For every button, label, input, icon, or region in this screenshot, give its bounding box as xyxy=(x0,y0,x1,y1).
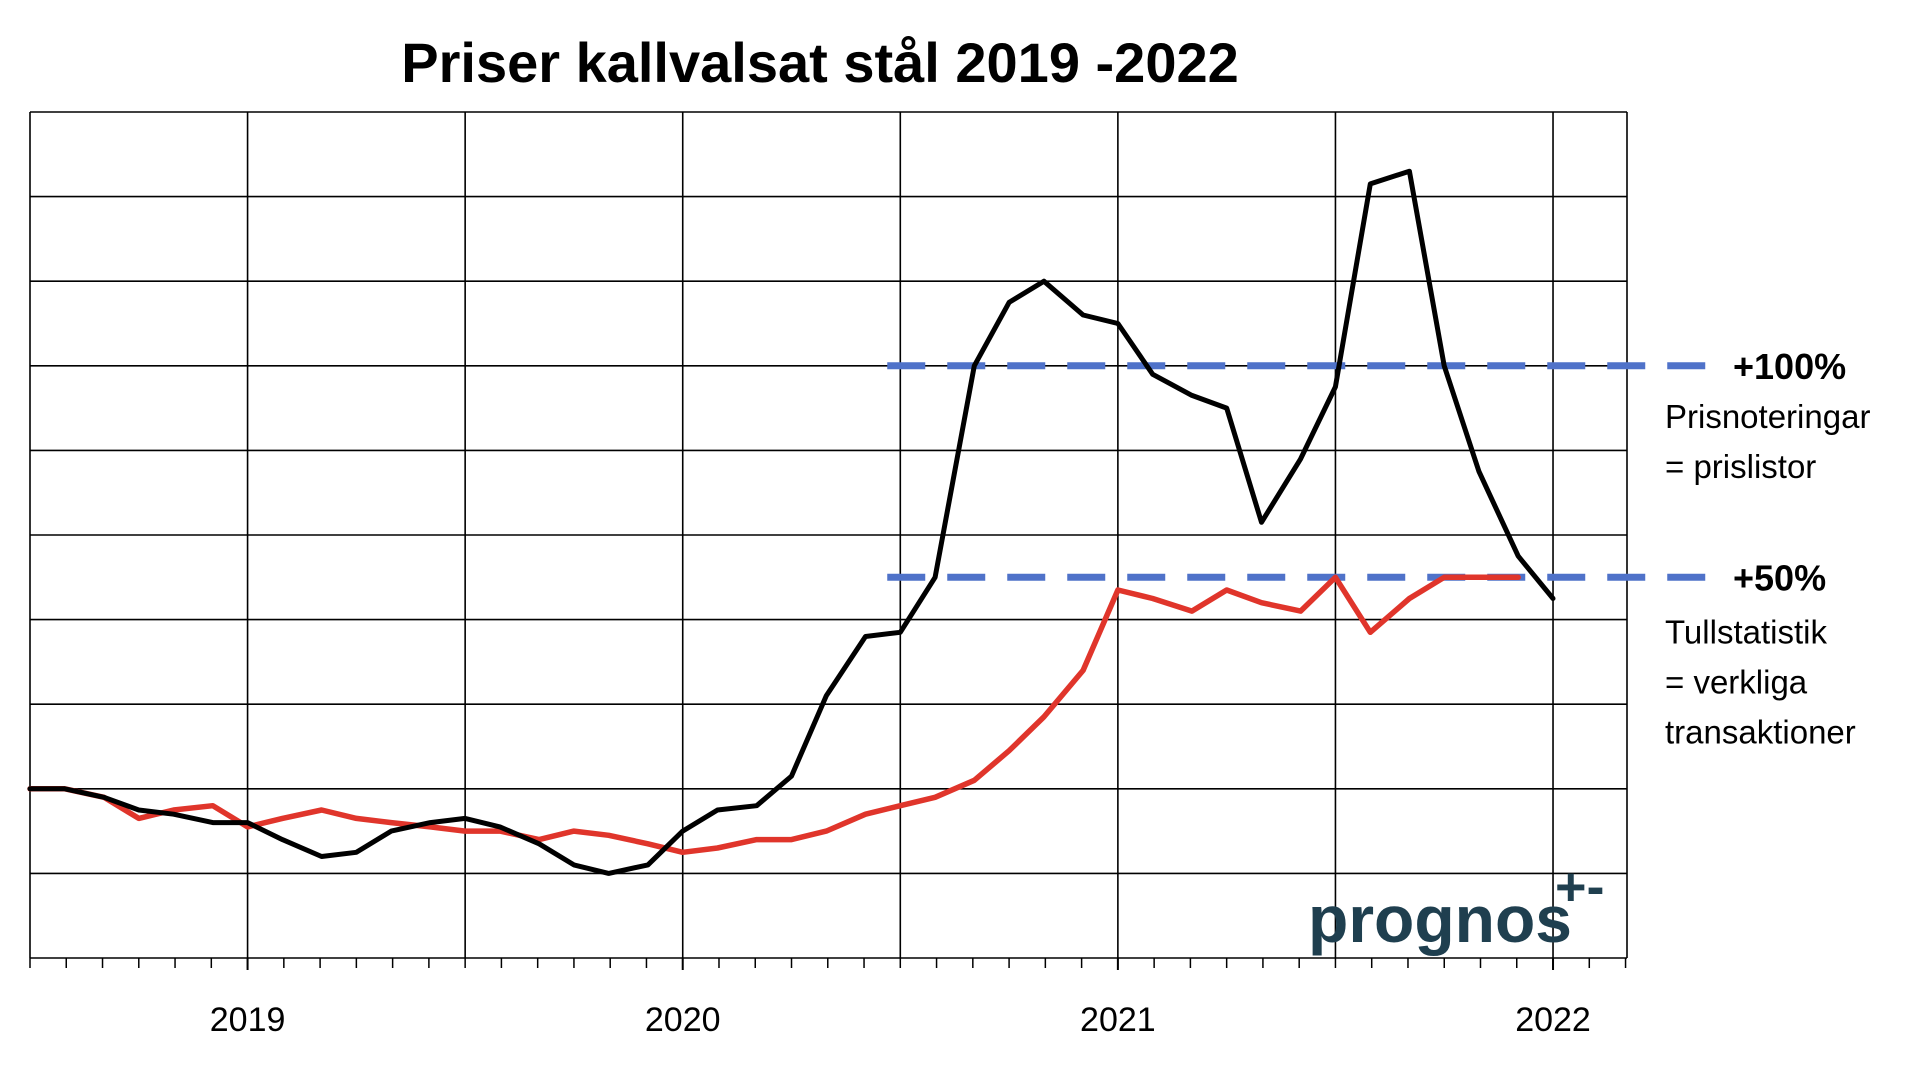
prognos-logo: prognos +- xyxy=(1308,857,1605,956)
logo-wordmark: prognos xyxy=(1308,882,1572,956)
reference-caption: = prislistor xyxy=(1665,448,1816,485)
reference-caption: = verkliga xyxy=(1665,663,1808,700)
series-line-tullstatistik xyxy=(27,574,1521,856)
chart-grid xyxy=(29,111,1628,970)
x-tick-label: 2021 xyxy=(1080,1001,1156,1039)
x-tick-label: 2019 xyxy=(210,1001,286,1039)
reference-caption: transaktioner xyxy=(1665,713,1856,750)
series-lines xyxy=(27,168,1556,876)
annotations: +100% Prisnoteringar = prislistor +50% Tulls… xyxy=(1665,346,1870,751)
reference-label: +50% xyxy=(1733,557,1826,598)
reference-label: +100% xyxy=(1733,346,1846,387)
reference-caption: Prisnoteringar xyxy=(1665,398,1870,435)
x-tick-label: 2022 xyxy=(1515,1001,1591,1039)
x-axis-tick-labels: 2019 2020 2021 2022 xyxy=(210,1001,1591,1039)
x-tick-label: 2020 xyxy=(645,1001,721,1039)
reference-caption: Tullstatistik xyxy=(1665,613,1827,650)
chart-title: Priser kallvalsat stål 2019 -2022 xyxy=(401,31,1239,94)
logo-plus-minus-icon: +- xyxy=(1555,857,1605,917)
series-line-prisnoteringar xyxy=(27,168,1556,876)
reference-lines xyxy=(887,362,1720,581)
